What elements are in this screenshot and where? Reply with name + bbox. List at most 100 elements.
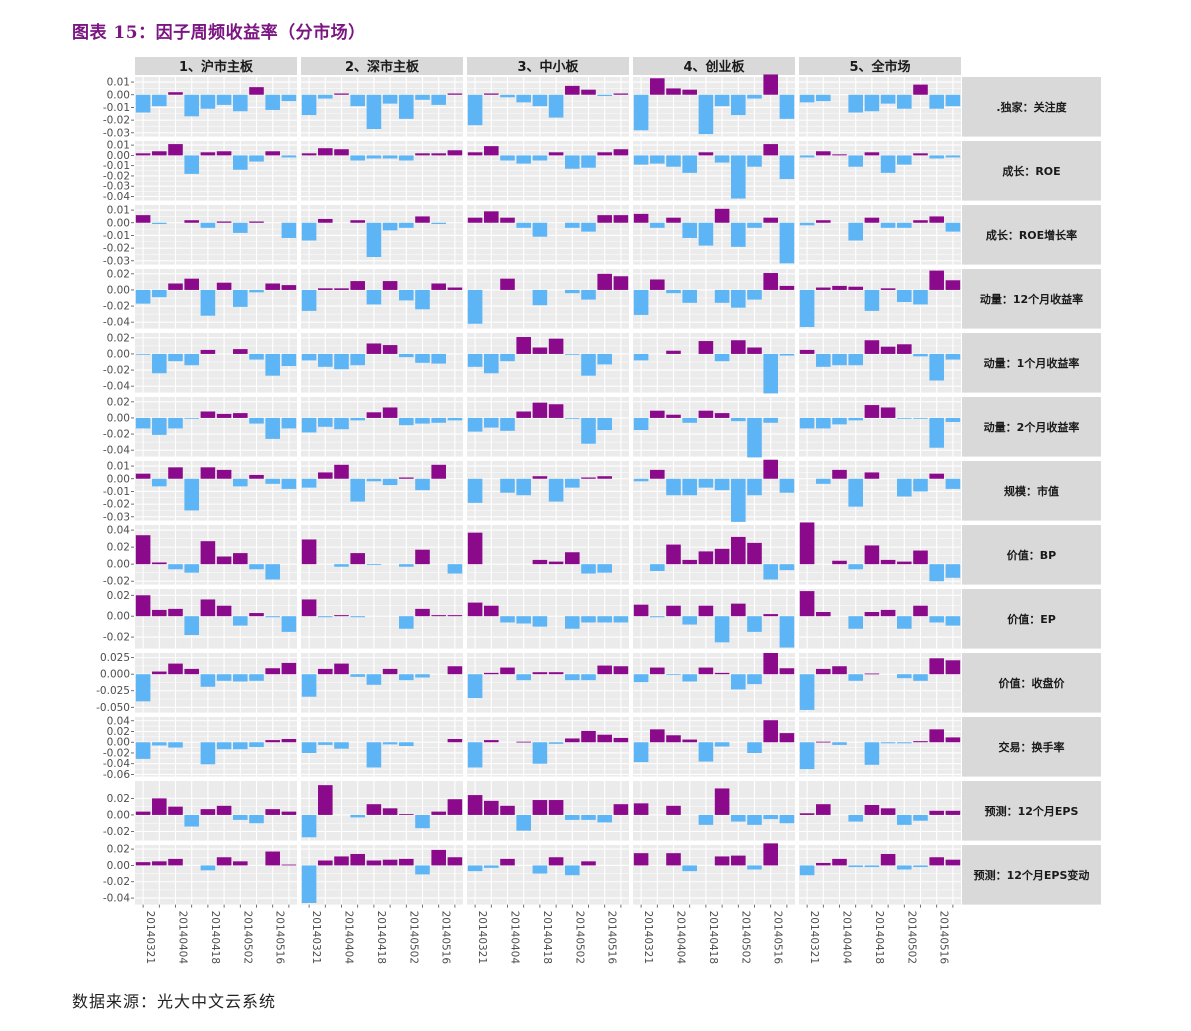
bar <box>682 559 697 565</box>
bar <box>168 858 183 866</box>
bar <box>467 674 483 699</box>
bar <box>747 542 762 565</box>
bar <box>184 417 199 419</box>
bar <box>913 814 928 821</box>
bar <box>281 94 297 102</box>
y-tick-label: 0.01 <box>107 205 130 217</box>
bar <box>415 153 430 156</box>
bar <box>168 144 183 156</box>
bar <box>714 788 730 815</box>
bar <box>581 730 596 743</box>
bar <box>897 674 912 679</box>
bar <box>318 148 333 156</box>
y-tick-label: 0.025 <box>100 652 130 664</box>
bar <box>135 674 151 702</box>
x-tick-label: 20140321 <box>310 911 322 964</box>
bar <box>779 353 795 356</box>
bar <box>447 666 463 675</box>
bar <box>168 663 183 675</box>
bar <box>897 155 912 165</box>
bar <box>816 862 831 866</box>
bar <box>731 155 746 199</box>
bar <box>216 805 232 815</box>
bar <box>763 74 778 95</box>
bar <box>714 208 730 223</box>
bar <box>864 545 880 565</box>
bar <box>913 674 928 681</box>
bar <box>548 152 564 156</box>
bar <box>698 341 714 354</box>
bar <box>301 353 317 361</box>
bar <box>200 94 216 109</box>
bar <box>581 289 596 300</box>
y-tick-label: 0.02 <box>107 793 130 805</box>
bar <box>334 149 349 156</box>
bar <box>233 674 248 682</box>
bar <box>431 222 446 225</box>
bar <box>318 860 333 866</box>
bar <box>799 222 815 226</box>
bar <box>799 417 815 429</box>
bar <box>832 858 847 866</box>
bar <box>864 472 880 479</box>
bar <box>152 671 167 675</box>
bar <box>200 411 216 418</box>
bar <box>945 737 961 743</box>
facet-panel <box>301 717 463 777</box>
y-tick-label: -0.02 <box>103 499 130 511</box>
bar <box>334 742 349 749</box>
bar <box>929 417 944 448</box>
bar <box>763 459 778 479</box>
bar <box>633 289 649 315</box>
bar <box>281 616 297 632</box>
bar <box>467 478 483 503</box>
y-tick-label: 0.04 <box>107 715 131 727</box>
bar <box>779 285 795 290</box>
bar <box>447 857 463 866</box>
bar <box>816 220 831 223</box>
bar <box>763 653 778 675</box>
bar <box>714 478 730 491</box>
bar <box>864 673 880 675</box>
bar <box>366 478 382 482</box>
bar <box>135 595 151 617</box>
bar <box>216 151 232 156</box>
bar <box>731 536 746 565</box>
bar <box>779 478 795 493</box>
bar <box>548 478 564 502</box>
bar <box>848 865 863 868</box>
bar <box>747 417 762 458</box>
x-tick-label: 20140404 <box>343 911 355 965</box>
bar <box>779 616 795 648</box>
bar <box>565 222 580 228</box>
facet-panel <box>301 653 463 713</box>
bar <box>597 417 612 431</box>
bar <box>945 859 961 866</box>
bar <box>880 346 896 354</box>
row-strip <box>962 141 1101 201</box>
bar <box>666 88 681 95</box>
bar <box>233 742 248 750</box>
x-tick-label: 20140404 <box>675 911 687 965</box>
bar <box>334 663 349 675</box>
bar <box>763 417 778 423</box>
bar <box>714 856 730 866</box>
y-tick-label: -0.02 <box>103 826 130 838</box>
y-tick-label: 0.00 <box>107 737 130 749</box>
row-strip-label: .独家：关注度 <box>996 100 1067 114</box>
y-tick-label: -0.03 <box>103 181 130 193</box>
figure-title: 图表 15：因子周频收益率（分市场） <box>72 23 366 43</box>
bar <box>565 85 580 95</box>
y-tick-label: -0.06 <box>103 769 130 781</box>
bar <box>929 270 944 290</box>
bar <box>832 666 847 675</box>
bar <box>249 742 264 748</box>
facet-panel <box>467 525 629 585</box>
bar <box>399 417 414 426</box>
y-tick-label: -0.03 <box>103 511 130 523</box>
y-tick-label: 0.00 <box>107 611 130 623</box>
bar <box>301 94 317 116</box>
bar <box>135 289 151 304</box>
y-tick-label: 0.01 <box>107 77 130 89</box>
bar <box>184 353 199 366</box>
